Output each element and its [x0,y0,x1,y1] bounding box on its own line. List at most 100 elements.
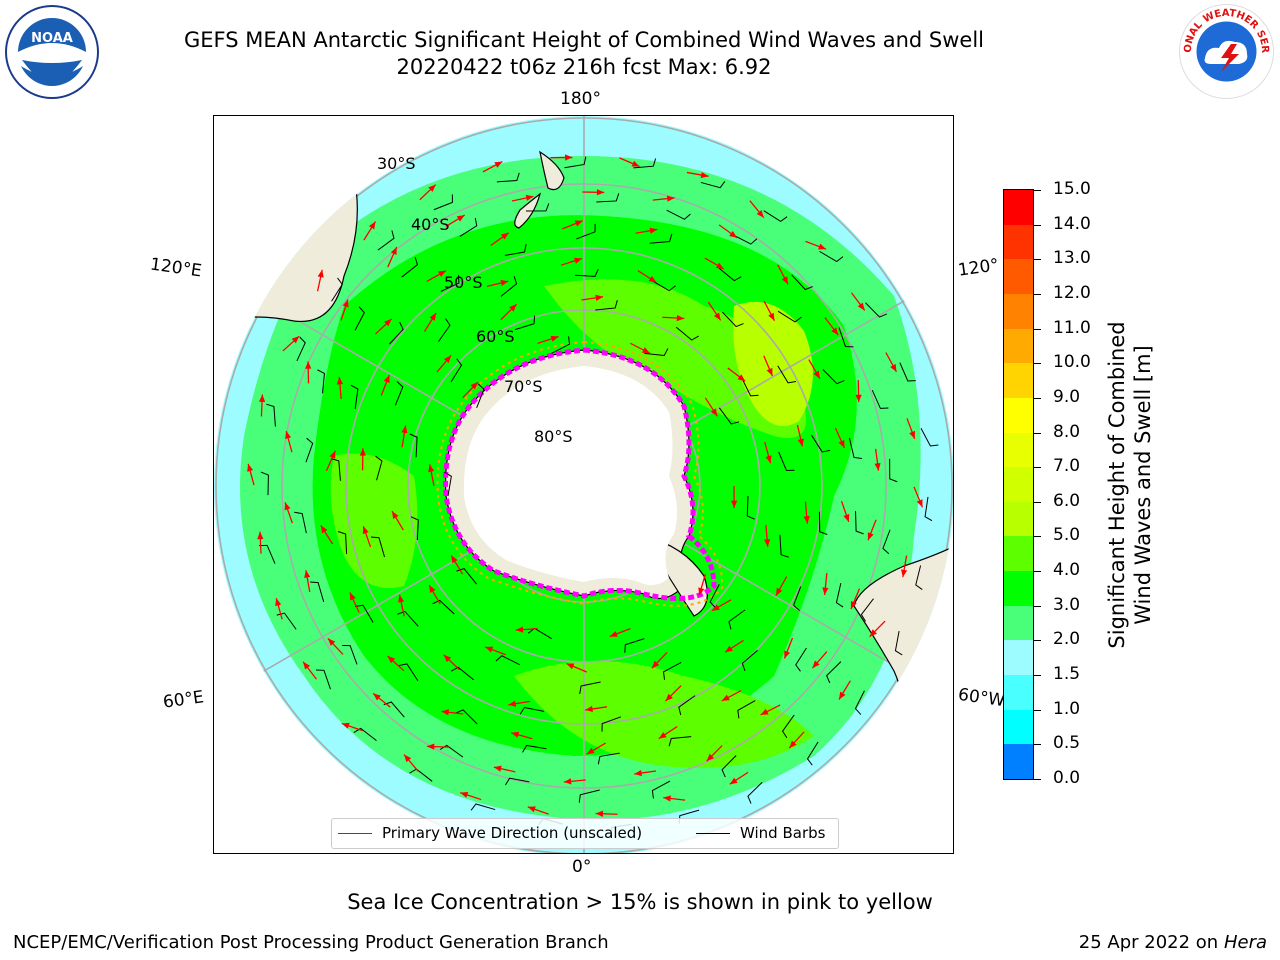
colorbar-tick-mark [1034,432,1041,434]
wave-arrow-head [676,314,685,322]
wave-arrow-head [359,448,366,456]
lat-label-60s: 60°S [476,327,515,346]
wave-arrow-head [428,464,435,473]
wind-barb [305,437,314,463]
colorbar-segment [1004,675,1033,711]
wind-barb [578,789,600,803]
wave-arrow-head [566,663,575,670]
wind-barb [389,321,404,345]
wave-arrow-head [890,363,897,372]
wind-barb [826,661,842,684]
wave-arrow-head [775,587,783,596]
wave-arrow-head [649,227,658,234]
wind-barb [741,377,759,397]
wind-barb [644,348,669,357]
wind-barb [728,609,746,630]
wave-arrow-head [305,361,312,369]
wave-arrow-head [341,722,350,729]
wind-barb [576,223,596,240]
wave-arrow-head [508,700,517,707]
wave-arrow-head [320,525,328,534]
wave-arrow-head [781,276,788,285]
wave-arrow-head [383,375,390,384]
colorbar-tick-mark [1034,328,1041,330]
wind-barb [747,781,763,804]
wind-barb [737,700,756,719]
wave-arrow-head [763,539,771,547]
wave-arrow-head [485,646,494,653]
wind-barb [455,709,478,725]
footer-timestamp: 25 Apr 2022 on Hera [1078,932,1267,953]
wave-arrow-head [715,262,724,269]
colorbar-tick-mark [1034,293,1041,295]
colorbar-segment [1004,709,1033,745]
sea-ice-fringe [443,347,717,601]
wave-arrow-head [631,160,640,167]
wave-arrow-head [329,450,336,459]
wave-arrow-head [658,731,667,739]
wave-band-5m [544,279,806,438]
wave-arrow-head [342,299,349,308]
lat-label-80s: 80°S [534,427,573,446]
wave-arrow-head [392,511,399,520]
wind-barb [624,638,645,653]
wind-barb [260,471,269,496]
wave-arrow-head [336,376,344,385]
wave-arrow-head [456,215,465,222]
colorbar-tick-label: 10.0 [1053,352,1091,373]
colorbar-tick-label: 12.0 [1053,282,1091,303]
wind-barb [597,752,620,765]
wave-arrow-head [698,587,705,596]
wave-arrow-head [398,594,405,603]
wave-arrow-head [525,194,534,201]
wind-barb [579,681,601,694]
wind-barb [456,568,478,585]
wind-barb [777,310,802,323]
colorbar-tick-label: 1.0 [1053,698,1081,719]
wind-barb [860,598,874,622]
colorbar-segment [1004,397,1033,434]
wind-barb [500,276,518,297]
wind-barb [353,727,377,742]
wave-arrow-head [831,327,839,336]
wind-barb [342,644,358,665]
wave-arrow-head [803,516,810,524]
wave-arrow-head [843,513,850,522]
wind-barb [394,381,404,406]
wind-barb [450,666,474,681]
wave-arrow-head [818,243,827,250]
colorbar-segment [1004,328,1033,364]
wind-barb [438,318,451,342]
wind-barb [266,403,276,427]
colorbar-tick-label: 3.0 [1053,594,1081,615]
wind-barb [476,383,485,409]
wind-barb [470,803,496,811]
map-panel: 30°S 40°S 50°S 60°S 70°S 80°S [213,115,954,854]
wind-barb [915,565,923,590]
wind-barb [410,516,419,541]
wave-arrow-head [909,430,916,439]
wave-arrow-head [665,693,673,702]
wind-barb [678,695,696,716]
wind-barb [551,336,570,354]
wind-barb [889,458,898,483]
wave-arrow-head [760,708,769,715]
map-title: GEFS MEAN Antarctic Significant Height o… [183,28,985,52]
wind-barb [294,511,307,534]
wave-arrow-head [349,592,356,601]
wave-arrow-head [586,747,595,755]
wave-arrow-head [387,655,396,664]
wave-arrow-head [460,792,469,798]
colorbar-segment [1004,432,1033,468]
colorbar-tick-label: 13.0 [1053,248,1091,269]
wind-barb [721,311,744,328]
wave-arrow-head [766,367,773,376]
wind-barb [732,234,758,245]
wind-barb [399,663,419,681]
wind-barb [811,434,831,453]
wind-barb [633,158,657,169]
wave-arrow-head [867,532,874,541]
colorbar-segment [1004,293,1033,330]
colorbar-segment [1004,536,1033,572]
wave-arrow-head [327,638,336,646]
